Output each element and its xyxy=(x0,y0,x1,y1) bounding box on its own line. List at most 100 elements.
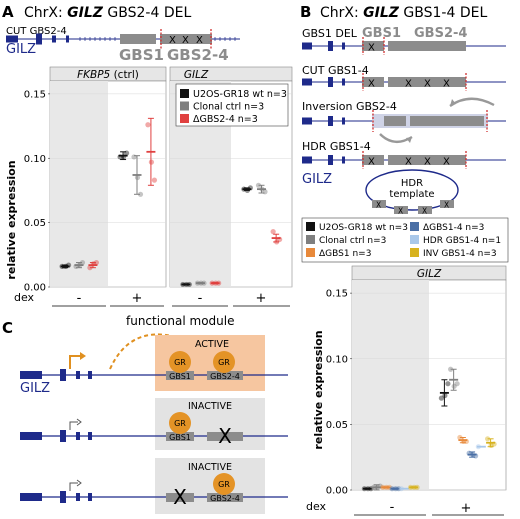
legend-label: ΔGBS1 n=3 xyxy=(319,249,371,259)
gilz-exon xyxy=(342,156,345,164)
active-label: ACTIVE xyxy=(195,339,229,350)
panel-a-title: ChrX: GILZ GBS2-4 DEL xyxy=(24,5,191,21)
gilz-exon xyxy=(342,78,345,86)
dex-plus-a2: + xyxy=(256,291,267,306)
panel-c: C functional module ACTIVE GR GR GBS1 GB… xyxy=(2,314,288,514)
gbs1-box xyxy=(166,432,194,441)
panel-a-letter: A xyxy=(2,3,14,21)
data-point xyxy=(131,154,137,160)
gilz-exon xyxy=(328,77,333,87)
data-point xyxy=(79,259,86,266)
data-point xyxy=(445,381,451,387)
gbs1-box xyxy=(120,34,156,44)
functional-module-label: functional module xyxy=(126,314,235,328)
x-mark: X xyxy=(368,79,375,90)
x-mark: X xyxy=(368,157,375,168)
gilz-exon xyxy=(328,41,333,51)
gr-circle xyxy=(169,412,191,434)
panel-b-ylabel: relative expression xyxy=(312,330,325,449)
gilz-exon xyxy=(342,117,345,125)
inactive-label-2: INACTIVE xyxy=(188,462,232,473)
data-point xyxy=(145,122,151,128)
legend-label: ΔGBS2-4 n=3 xyxy=(193,114,258,125)
legend-swatch xyxy=(180,114,189,123)
legend-box-b xyxy=(301,217,509,263)
gene-row-active: GR GR GBS1 GBS2-4 GILZ xyxy=(20,351,288,396)
inactive-module-box-2 xyxy=(155,458,265,514)
panel-c-letter: C xyxy=(2,319,13,337)
gbs1-label-c: GBS1 xyxy=(169,433,191,442)
gilz-exon xyxy=(328,116,333,126)
panel-b-title-gene: GILZ xyxy=(363,5,400,21)
y-tick-label: 0.05 xyxy=(326,420,348,431)
gridlines-fkbp5 xyxy=(50,93,166,288)
x-mark: X xyxy=(376,201,381,210)
gbs24-box xyxy=(207,432,243,441)
x-mark: X xyxy=(405,157,412,168)
marks-gilz-a xyxy=(180,182,283,288)
y-tick-label: 0.15 xyxy=(24,89,46,100)
y-tick-label: 0.10 xyxy=(24,154,46,165)
y-tick-label: 0.10 xyxy=(326,354,348,365)
gr-circle xyxy=(213,351,235,373)
gbs24-box xyxy=(388,41,466,51)
legend-swatch xyxy=(306,235,315,244)
minus-dex-shading-fkbp5 xyxy=(50,81,108,287)
arrow-head xyxy=(450,99,456,106)
hdr-template-label-2: template xyxy=(389,189,434,200)
gr-label: GR xyxy=(218,480,230,489)
data-point xyxy=(151,177,158,183)
legend-label: Clonal ctrl n=3 xyxy=(319,236,386,246)
gr-label: GR xyxy=(218,358,230,367)
y-tick-label: 0.05 xyxy=(24,218,46,229)
gbs1-box xyxy=(166,493,194,502)
hdr-template-plasmid xyxy=(365,169,459,211)
template-gbs xyxy=(440,200,454,208)
panel-a-track-label: CUT GBS2-4 xyxy=(6,26,67,37)
gbs24-label-c: GBS2-4 xyxy=(210,372,240,381)
y-tick-label: 0.00 xyxy=(326,486,348,497)
gilz-exon xyxy=(60,430,66,442)
dex-plus-b: + xyxy=(461,501,472,516)
legend-label: ΔGBS1-4 n=3 xyxy=(423,223,484,233)
x-mark: X xyxy=(368,43,375,54)
template-gbs xyxy=(394,206,408,214)
track-label-hdr: HDR GBS1-4 xyxy=(302,140,371,153)
x-mark: X xyxy=(196,35,203,46)
gene-row-inactive-1: GR GBS1 X xyxy=(20,412,288,448)
plot-gilz-b: GILZ 0.00 0.05 0.10 0.15 xyxy=(326,265,507,497)
x-mark: X xyxy=(182,35,189,46)
plot-fkbp5: FKBP5 (ctrl) 0.00 0.05 0.10 0.15 xyxy=(24,66,167,294)
gilz-exon xyxy=(88,371,92,379)
marks-gilz-b xyxy=(361,366,497,492)
gbs24-box xyxy=(388,77,466,87)
gilz-exon-1 xyxy=(6,35,18,43)
legend-swatch xyxy=(410,222,419,231)
gilz-gene-label-c: GILZ xyxy=(20,381,50,396)
track-cut-gbs1-4: X X X X xyxy=(302,73,506,91)
y-tick-label: 0.00 xyxy=(24,283,46,294)
track-inversion xyxy=(302,97,506,143)
data-point xyxy=(270,229,276,235)
panel-a-title-post: GBS2-4 DEL xyxy=(103,5,191,21)
legend-swatch xyxy=(306,248,315,257)
x-mark-large: X xyxy=(218,424,232,448)
y-ticks-panel-a: 0.00 0.05 0.10 0.15 xyxy=(24,89,50,294)
gilz-exon-3 xyxy=(52,35,56,43)
gbs1-label-b: GBS1 xyxy=(362,26,401,41)
gbs24-box xyxy=(207,371,243,380)
legend-swatch xyxy=(410,235,419,244)
gbs24-box xyxy=(388,155,466,165)
gbs1-box xyxy=(362,77,384,87)
dex-minus-b: - xyxy=(390,500,395,515)
panel-a-gene-diagram: X X X GILZ GBS1 GBS2-4 xyxy=(6,29,240,64)
legend-swatch xyxy=(180,101,189,111)
gilz-exon xyxy=(20,432,42,440)
gilz-exon xyxy=(328,155,333,165)
gbs1-label-c: GBS1 xyxy=(169,372,191,381)
tss-arrow-head xyxy=(76,479,82,487)
panel-b-title-pre: ChrX: xyxy=(320,5,363,21)
panel-b: B ChrX: GILZ GBS1-4 DEL GBS1 DEL GBS1 GB… xyxy=(300,3,509,516)
gbs1-box xyxy=(362,155,384,165)
